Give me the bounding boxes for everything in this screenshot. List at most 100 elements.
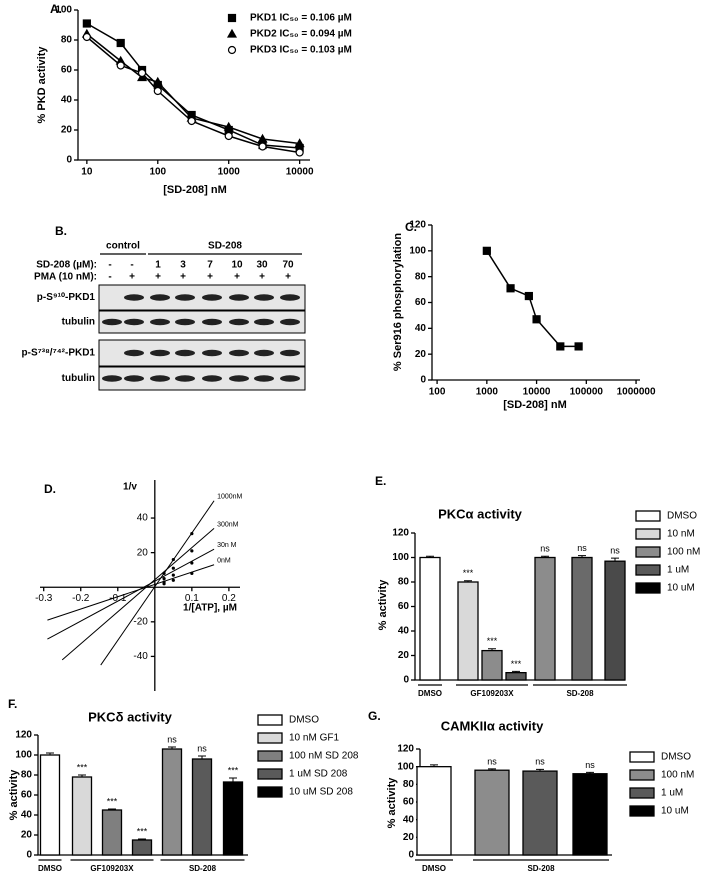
band [175,349,195,357]
panel-label: F. [8,697,17,711]
significance: ns [610,545,620,555]
error-bar [168,746,176,749]
legend-label: 100 nM [661,770,694,781]
marker [162,582,166,586]
legend-label: 10 nM [667,529,695,540]
bar [481,649,503,681]
legend-swatch [629,805,655,817]
bar [604,560,626,681]
significance: *** [463,568,474,578]
error-bar [586,771,594,774]
legend-label: PKD3 IC₅₀ = 0.103 µM [250,45,352,56]
panel-label: B. [55,224,67,238]
bar [571,556,593,681]
x-axis-label: [SD-208] nM [503,399,567,411]
marker [532,315,541,324]
error-bar [229,777,237,782]
error-bar [46,752,54,755]
band [229,375,249,382]
bar [534,556,556,681]
condition-value: 30 [256,260,268,271]
significance: ns [540,544,550,554]
legend-swatch [635,564,661,576]
significance: ns [577,543,587,553]
band [280,318,300,326]
marker [82,19,91,28]
significance: ns [167,734,177,744]
x-tick-label: -0.2 [72,593,90,604]
marker [116,61,125,70]
legend-label: DMSO [661,752,691,763]
series-label: 1000nM [217,494,242,501]
band [280,375,300,382]
band [229,349,249,357]
error-bar [464,580,472,582]
y-tick-label: 120 [15,730,32,741]
significance: ns [585,760,595,770]
marker [152,76,163,86]
legend-swatch [635,582,661,594]
blot-row-label: p-S⁷³⁸/⁷⁴²-PKD1 [22,348,96,359]
x-tick-label: 1000 [476,387,499,398]
band [254,294,274,301]
band [175,375,195,382]
y-tick-label: 40 [415,323,427,334]
bar [101,809,123,856]
bar [572,773,608,856]
x-tick-label: 10000 [523,387,551,398]
bar [457,581,479,681]
y-tick-label: 60 [403,797,415,808]
band [202,294,222,301]
y-tick-label: 20 [398,650,410,661]
marker [257,133,268,143]
y-tick-label: 100 [397,761,414,772]
bar [222,781,244,856]
error-bar [611,557,619,562]
marker [190,571,194,575]
series-label: 0nM [217,558,231,565]
x-tick-label: 0.2 [222,593,236,604]
group-label: DMSO [422,864,446,873]
significance: *** [77,762,88,772]
y-tick-label: 0 [420,375,426,386]
legend-label: 1 uM SD 208 [289,769,348,780]
blot-row-label: tubulin [62,317,95,328]
bar [416,766,452,856]
band [280,349,300,357]
legend-marker [227,45,237,55]
y-axis-label: % activity [377,579,389,631]
y-tick-label: 80 [403,779,415,790]
group-label: SD-208 [208,241,242,252]
y-tick-label: 0 [408,850,414,861]
significance: *** [487,636,498,646]
group-label: SD-208 [527,864,555,873]
x-tick-label: -0.1 [109,593,127,604]
condition-value: + [259,272,265,283]
band [150,375,170,382]
condition-value: 70 [282,260,294,271]
legend-swatch [635,510,661,522]
condition-value: + [285,272,291,283]
bar [131,839,153,856]
marker [223,121,234,131]
significance: *** [511,659,522,669]
y-tick-label: 60 [415,297,427,308]
condition-value: + [180,272,186,283]
band [124,349,144,357]
x-tick-label: -0.3 [35,593,53,604]
panel-label: C. [405,220,417,234]
axes [37,735,248,856]
band [150,349,170,357]
y-tick-label: 40 [137,513,149,524]
marker [258,142,267,151]
marker [190,549,194,553]
error-bar [578,555,586,558]
error-bar [512,670,520,673]
condition-value: 1 [155,260,161,271]
y-tick-label: 20 [403,832,415,843]
y-tick-label: 100 [392,552,409,563]
marker [171,573,175,577]
legend-label: 100 nM [667,547,700,558]
group-label: control [106,241,140,252]
x-tick-label: 100 [149,167,166,178]
